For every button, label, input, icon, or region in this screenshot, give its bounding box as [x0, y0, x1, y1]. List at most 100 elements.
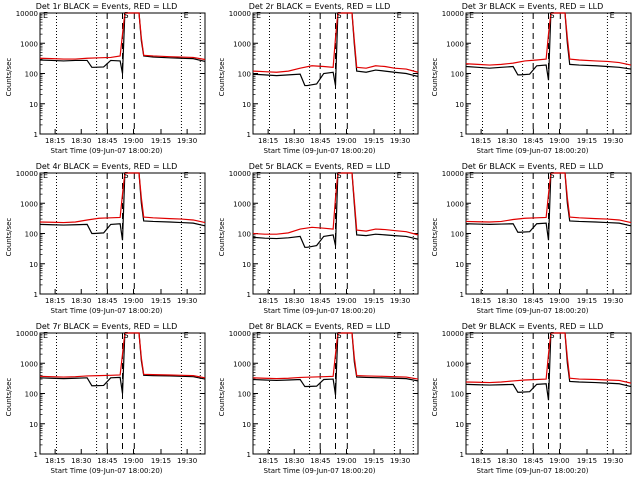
lld-series-line	[252, 332, 419, 380]
y-tick-label: 10000	[16, 170, 38, 178]
x-tick-label: 19:30	[603, 457, 623, 465]
y-axis-label: Counts/sec	[5, 217, 13, 257]
plot-svg: 1 10 100 1000 10000 18:15 18:30 18:45 19:00 19:15…	[442, 10, 632, 145]
x-tick-label: 19:15	[151, 137, 171, 145]
x-axis-label: Start Time (09-Jun-07 18:00:20)	[50, 307, 163, 315]
y-tick-label: 1	[460, 291, 464, 299]
y-tick-label: 1	[34, 451, 38, 459]
left-marker-label: E	[43, 171, 48, 180]
left-marker-label: E	[469, 331, 474, 340]
x-tick-label: 18:30	[284, 137, 304, 145]
x-tick-label: 19:30	[390, 297, 410, 305]
y-tick-label: 10000	[442, 330, 464, 338]
x-tick-label: 18:15	[258, 297, 278, 305]
x-tick-label: 18:45	[310, 297, 330, 305]
x-tick-label: 18:15	[471, 137, 491, 145]
y-tick-label: 1000	[20, 360, 38, 368]
end-marker-label: E	[397, 331, 402, 340]
x-tick-label: 18:45	[97, 297, 117, 305]
end-marker-label: E	[397, 171, 402, 180]
x-tick-label: 18:15	[258, 137, 278, 145]
x-tick-label: 19:15	[364, 297, 384, 305]
y-tick-label: 10000	[16, 10, 38, 18]
x-axis-label: Start Time (09-Jun-07 18:00:20)	[50, 147, 163, 155]
x-tick-label: 18:30	[497, 137, 517, 145]
x-tick-label: 18:30	[71, 297, 91, 305]
lld-series-line	[465, 12, 632, 66]
x-axis-label: Start Time (09-Jun-07 18:00:20)	[476, 307, 589, 315]
end-marker-label: E	[610, 171, 615, 180]
x-tick-label: 18:30	[497, 297, 517, 305]
x-tick-label: 19:15	[151, 297, 171, 305]
events-series-line	[465, 332, 632, 401]
x-tick-label: 18:15	[471, 297, 491, 305]
y-tick-label: 10	[29, 261, 38, 269]
x-axis-label: Start Time (09-Jun-07 18:00:20)	[263, 147, 376, 155]
y-axis-label: Counts/sec	[431, 217, 439, 257]
x-tick-label: 19:00	[123, 137, 143, 145]
x-tick-label: 19:15	[577, 137, 597, 145]
y-tick-label: 100	[238, 391, 251, 399]
y-tick-label: 10000	[229, 10, 251, 18]
x-tick-label: 18:15	[471, 457, 491, 465]
y-tick-label: 1	[247, 451, 251, 459]
x-tick-label: 18:30	[71, 137, 91, 145]
x-tick-label: 19:00	[336, 297, 356, 305]
detector-panel: 1 10 100 1000 10000 18:15 18:30 18:45 19:00 19:15…	[426, 160, 639, 320]
start-marker-label: S	[336, 331, 341, 340]
panel-title: Det 9r BLACK = Events, RED = LLD	[461, 322, 604, 331]
events-series-line	[252, 332, 419, 395]
lld-series-line	[465, 332, 632, 384]
x-tick-label: 19:00	[336, 137, 356, 145]
events-series-line	[39, 332, 206, 394]
detector-panel: 1 10 100 1000 10000 18:15 18:30 18:45 19:00 19:15…	[213, 320, 426, 480]
start-marker-label: S	[123, 11, 128, 20]
x-tick-label: 18:45	[97, 457, 117, 465]
events-series-line	[39, 12, 206, 74]
y-tick-label: 10000	[229, 170, 251, 178]
panel-title: Det 1r BLACK = Events, RED = LLD	[35, 2, 178, 11]
x-tick-label: 19:15	[364, 137, 384, 145]
y-axis-label: Counts/sec	[218, 217, 226, 257]
y-tick-label: 1000	[20, 40, 38, 48]
y-axis-label: Counts/sec	[5, 377, 13, 417]
lld-series-line	[465, 172, 632, 224]
panel-title: Det 8r BLACK = Events, RED = LLD	[248, 322, 391, 331]
start-marker-label: S	[123, 171, 128, 180]
lld-series-line	[252, 172, 419, 236]
y-tick-label: 100	[451, 71, 464, 79]
y-tick-label: 10	[242, 261, 251, 269]
events-series-line	[465, 172, 632, 241]
plot-svg: 1 10 100 1000 10000 18:15 18:30 18:45 19:00 19:15…	[229, 170, 419, 305]
y-tick-label: 100	[451, 391, 464, 399]
y-tick-label: 1	[247, 291, 251, 299]
y-tick-label: 1000	[20, 200, 38, 208]
y-axis-label: Counts/sec	[218, 57, 226, 97]
x-tick-label: 18:45	[523, 137, 543, 145]
y-tick-label: 10	[455, 261, 464, 269]
y-tick-label: 100	[238, 231, 251, 239]
plot-svg: 1 10 100 1000 10000 18:15 18:30 18:45 19:00 19:15…	[442, 170, 632, 305]
panel-title: Det 5r BLACK = Events, RED = LLD	[248, 162, 391, 171]
x-tick-label: 19:30	[177, 137, 197, 145]
y-tick-label: 100	[25, 391, 38, 399]
left-marker-label: E	[469, 11, 474, 20]
x-tick-label: 18:15	[45, 457, 65, 465]
x-tick-label: 19:30	[603, 137, 623, 145]
x-tick-label: 18:15	[45, 297, 65, 305]
y-tick-label: 10000	[442, 10, 464, 18]
x-axis-label: Start Time (09-Jun-07 18:00:20)	[50, 467, 163, 475]
x-tick-label: 18:45	[310, 457, 330, 465]
events-series-line	[465, 12, 632, 81]
start-marker-label: S	[549, 331, 554, 340]
y-axis-label: Counts/sec	[431, 377, 439, 417]
y-tick-label: 1	[34, 131, 38, 139]
plot-svg: 1 10 100 1000 10000 18:15 18:30 18:45 19:00 19:15…	[16, 330, 206, 465]
plot-svg: 1 10 100 1000 10000 18:15 18:30 18:45 19:00 19:15…	[16, 170, 206, 305]
x-tick-label: 19:30	[177, 457, 197, 465]
y-tick-label: 1	[247, 131, 251, 139]
y-tick-label: 1	[460, 131, 464, 139]
panel-title: Det 7r BLACK = Events, RED = LLD	[35, 322, 178, 331]
x-tick-label: 19:30	[390, 457, 410, 465]
y-axis-label: Counts/sec	[218, 377, 226, 417]
